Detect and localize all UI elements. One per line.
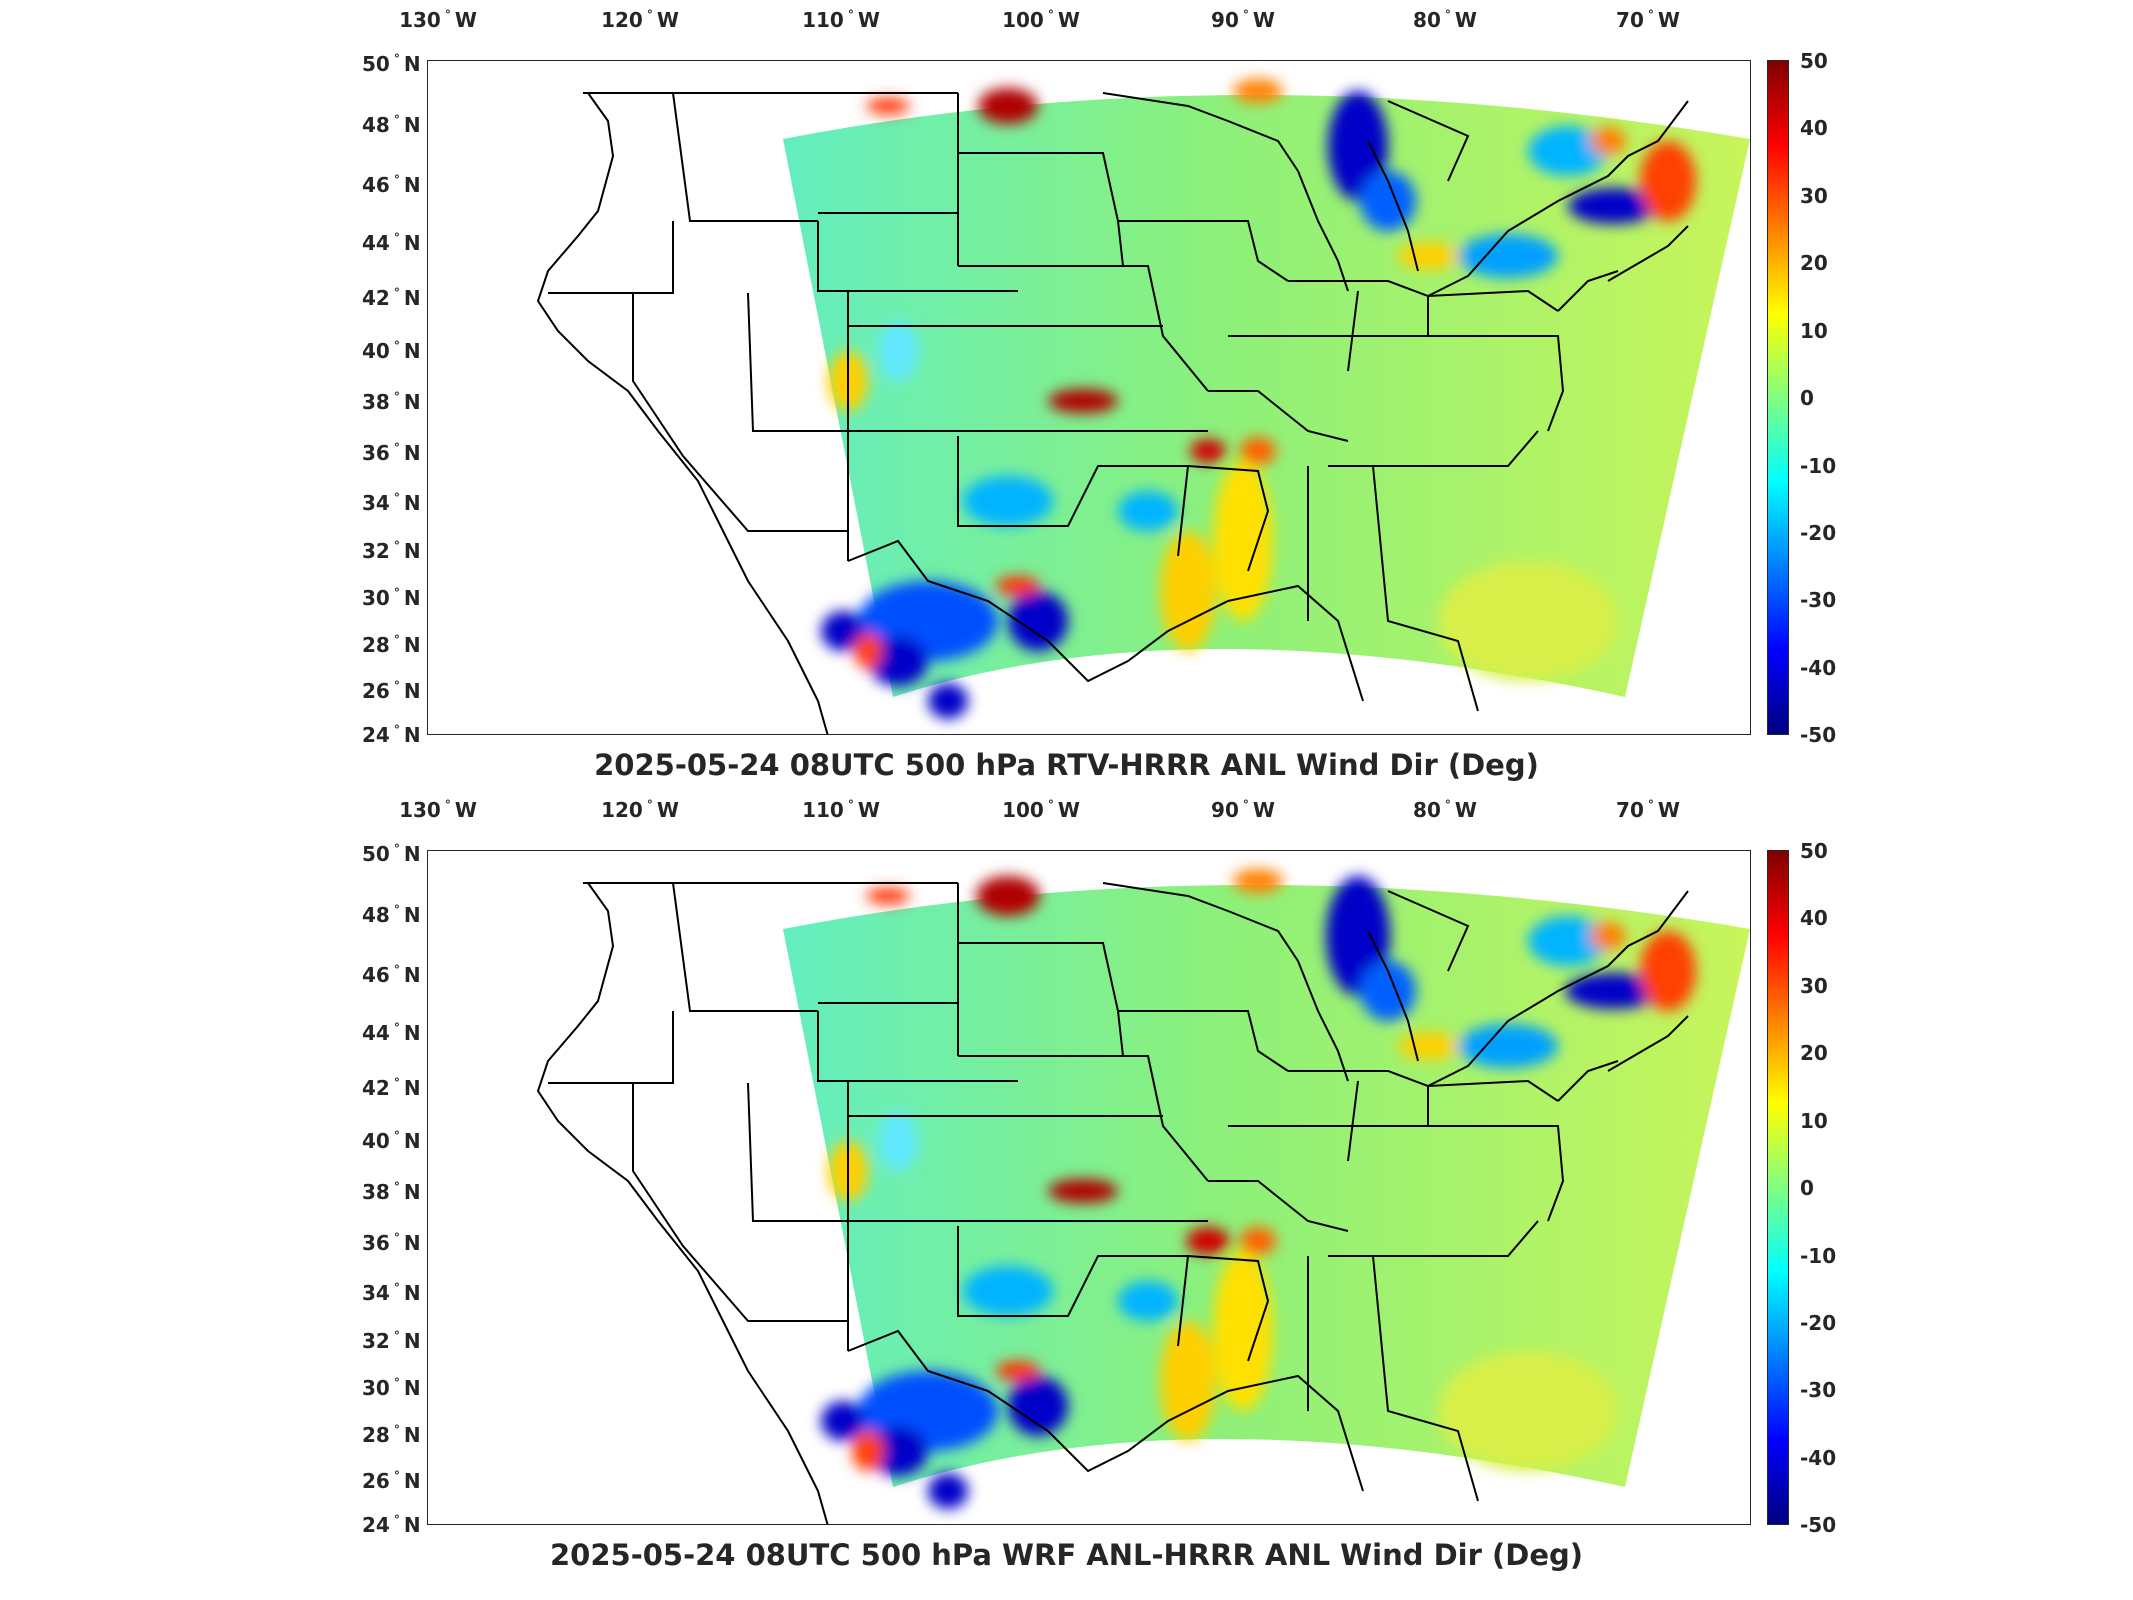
lat-tick: 32 ° N (362, 539, 421, 563)
colorbar-tick: -20 (1800, 1311, 1837, 1335)
lon-tick: 130 ° W (399, 8, 477, 32)
lon-tick: 70 ° W (1616, 8, 1680, 32)
colorbar-tick: 50 (1800, 839, 1828, 863)
colorbar-tick: -20 (1800, 521, 1837, 545)
map-plot-area (427, 850, 1751, 1525)
lat-tick: 42 ° N (362, 1076, 421, 1100)
lon-tick: 90 ° W (1211, 798, 1275, 822)
colorbar-tick: 20 (1800, 1041, 1828, 1065)
lat-tick: 46 ° N (362, 173, 421, 197)
lon-tick: 90 ° W (1211, 8, 1275, 32)
colorbar-tick: -10 (1800, 1244, 1837, 1268)
colorbar-tick: 50 (1800, 49, 1828, 73)
lat-tick: 30 ° N (362, 586, 421, 610)
anomaly-blobs (821, 869, 1696, 1509)
lat-tick: 48 ° N (362, 113, 421, 137)
lat-tick: 28 ° N (362, 633, 421, 657)
lat-tick: 24 ° N (362, 723, 421, 747)
lat-tick: 26 ° N (362, 1469, 421, 1493)
lon-tick: 80 ° W (1413, 798, 1477, 822)
colorbar-tick: 30 (1800, 184, 1828, 208)
colorbar-tick: 0 (1800, 386, 1814, 410)
lat-tick: 44 ° N (362, 1021, 421, 1045)
panel-title: 2025-05-24 08UTC 500 hPa RTV-HRRR ANL Wi… (594, 748, 1539, 782)
panel-wrf-hrrr: 130 ° W 120 ° W 110 ° W 100 ° W 90 ° W 80 ° W 70 ° W 5… (0, 790, 2133, 1580)
map-plot-area (427, 60, 1751, 735)
wind-direction-map (536, 869, 1750, 1524)
lon-tick: 100 ° W (1002, 798, 1080, 822)
colorbar-tick: 10 (1800, 1109, 1828, 1133)
lon-tick: 110 ° W (802, 8, 880, 32)
lat-tick: 40 ° N (362, 339, 421, 363)
lat-tick: 30 ° N (362, 1376, 421, 1400)
colorbar (1767, 60, 1789, 735)
lat-tick: 42 ° N (362, 286, 421, 310)
colorbar-tick: 20 (1800, 251, 1828, 275)
lon-tick: 120 ° W (601, 798, 679, 822)
colorbar-tick: -50 (1800, 1513, 1837, 1537)
panel-rtv-hrrr: 130 ° W 120 ° W 110 ° W 100 ° W 90 ° W 80 ° W 70 ° W 5… (0, 0, 2133, 790)
lon-tick: 110 ° W (802, 798, 880, 822)
colorbar-tick: -50 (1800, 723, 1837, 747)
colorbar-tick: 10 (1800, 319, 1828, 343)
lat-tick: 44 ° N (362, 231, 421, 255)
panel-title: 2025-05-24 08UTC 500 hPa WRF ANL-HRRR AN… (549, 1538, 1584, 1572)
lon-tick: 120 ° W (601, 8, 679, 32)
colorbar-tick: -30 (1800, 1378, 1837, 1402)
lat-tick: 36 ° N (362, 441, 421, 465)
lat-tick: 32 ° N (362, 1329, 421, 1353)
colorbar (1767, 850, 1789, 1525)
colorbar-tick: 0 (1800, 1176, 1814, 1200)
lat-tick: 24 ° N (362, 1513, 421, 1537)
colorbar-tick: -30 (1800, 588, 1837, 612)
lat-tick: 38 ° N (362, 1180, 421, 1204)
lat-tick: 38 ° N (362, 390, 421, 414)
lon-tick: 70 ° W (1616, 798, 1680, 822)
lat-tick: 34 ° N (362, 1281, 421, 1305)
colorbar-tick: 40 (1800, 116, 1828, 140)
colorbar-tick: -40 (1800, 1446, 1837, 1470)
lat-tick: 36 ° N (362, 1231, 421, 1255)
lon-tick: 80 ° W (1413, 8, 1477, 32)
colorbar-tick: -10 (1800, 454, 1837, 478)
lat-tick: 48 ° N (362, 903, 421, 927)
lat-tick: 28 ° N (362, 1423, 421, 1447)
lon-tick: 100 ° W (1002, 8, 1080, 32)
lat-tick: 40 ° N (362, 1129, 421, 1153)
colorbar-tick: 40 (1800, 906, 1828, 930)
lat-tick: 50 ° N (362, 52, 421, 76)
lat-tick: 50 ° N (362, 842, 421, 866)
lat-tick: 46 ° N (362, 963, 421, 987)
wind-direction-map (536, 79, 1750, 734)
lon-tick: 130 ° W (399, 798, 477, 822)
colorbar-tick: 30 (1800, 974, 1828, 998)
state-boundaries (536, 882, 1689, 1524)
colorbar-tick: -40 (1800, 656, 1837, 680)
state-boundaries (536, 92, 1689, 734)
lat-tick: 26 ° N (362, 679, 421, 703)
lat-tick: 34 ° N (362, 491, 421, 515)
